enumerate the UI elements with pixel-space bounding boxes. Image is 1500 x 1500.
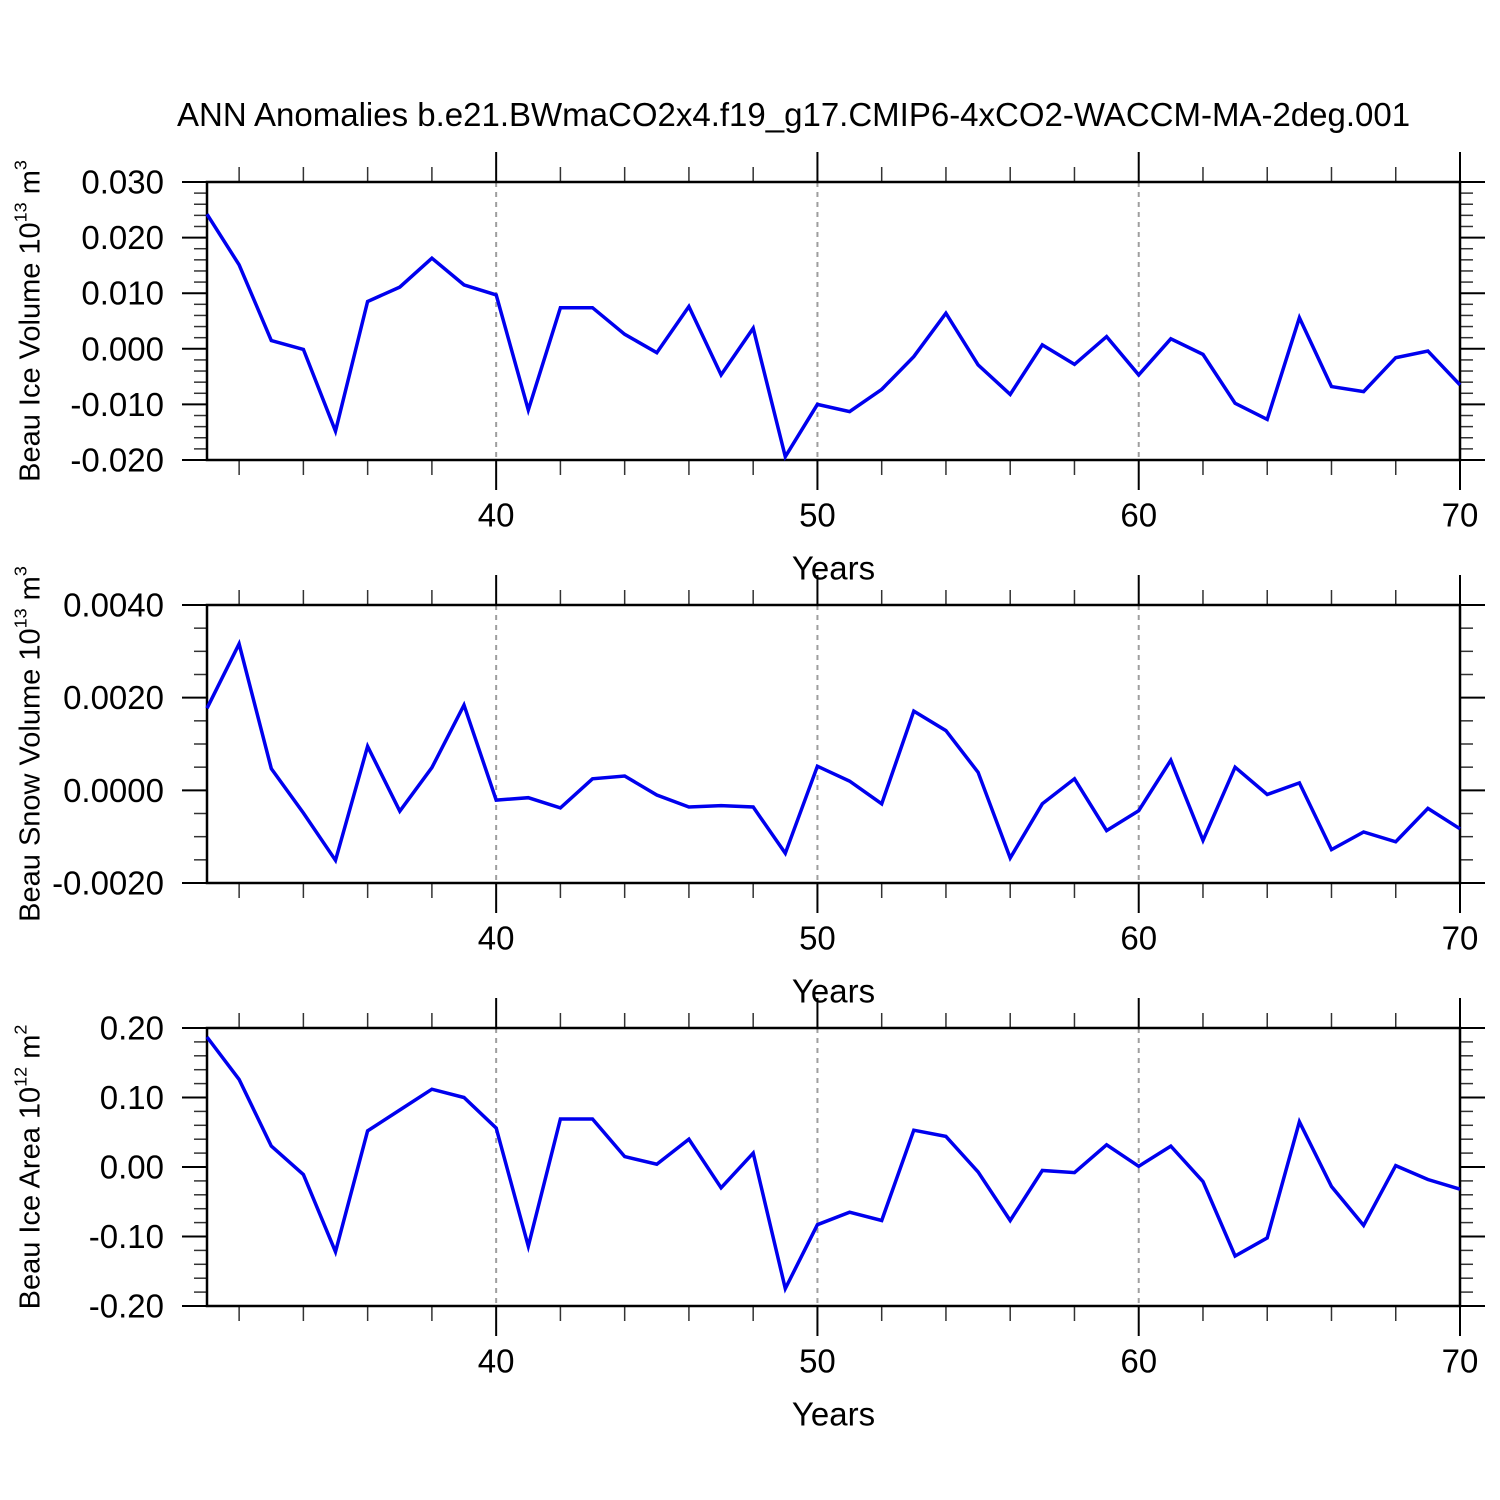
chart-canvas-beau-ice-volume: 0.030 0.020 0.010 0.000 -0.010 -0.020 40 50 60 70… [70, 152, 1485, 587]
x-tick-label: 50 [799, 1343, 836, 1380]
x-tick-label: 60 [1120, 497, 1157, 534]
y-tick-label: -0.10 [89, 1218, 164, 1255]
plot-border [205, 180, 1462, 462]
x-axis-title: Years [792, 973, 875, 1010]
data-line-beau-snow-volume [205, 638, 1461, 865]
x-tick-label: 50 [799, 497, 836, 534]
data-line-beau-ice-volume [205, 213, 1462, 462]
y-tick-label: 0.0040 [63, 587, 164, 624]
y-tick-label: 0.10 [100, 1079, 164, 1116]
chart-canvas-beau-snow-volume: 0.0040 0.0020 0.0000 -0.0020 40 50 60 70 Years [52, 575, 1485, 1010]
y-tick-label: 0.010 [81, 275, 164, 312]
y-tick-label: -0.0020 [52, 865, 164, 902]
x-tick-label: 40 [478, 497, 515, 534]
y-tick-label: 0.0020 [63, 679, 164, 716]
chart-canvas-beau-ice-area: 0.20 0.10 0.00 -0.10 -0.20 40 50 60 70 Years [89, 998, 1485, 1433]
y-tick-label: 0.20 [100, 1010, 164, 1047]
data-line-beau-ice-area [205, 1035, 1461, 1294]
x-tick-label: 60 [1120, 1343, 1157, 1380]
x-tick-label: 70 [1442, 920, 1479, 957]
y-tick-label: 0.00 [100, 1149, 164, 1186]
x-axis-title: Years [792, 550, 875, 587]
y-tick-label: -0.20 [89, 1288, 164, 1325]
y-tick-label: -0.010 [70, 386, 164, 423]
plot-border [205, 1026, 1462, 1308]
y-tick-label: -0.020 [70, 442, 164, 479]
y-tick-label: 0.020 [81, 219, 164, 256]
x-tick-label: 40 [478, 1343, 515, 1380]
x-axis-title: Years [792, 1396, 875, 1433]
x-tick-label: 70 [1442, 497, 1479, 534]
x-tick-label: 70 [1442, 1343, 1479, 1380]
y-tick-label: 0.030 [81, 164, 164, 201]
plot-border [205, 603, 1462, 885]
x-tick-label: 50 [799, 920, 836, 957]
x-tick-label: 60 [1120, 920, 1157, 957]
x-tick-label: 40 [478, 920, 515, 957]
chart-title: ANN Anomalies b.e21.BWmaCO2x4.f19_g17.CM… [177, 96, 1411, 133]
y-tick-label: 0.000 [81, 330, 164, 367]
y-tick-label: 0.0000 [63, 772, 164, 809]
